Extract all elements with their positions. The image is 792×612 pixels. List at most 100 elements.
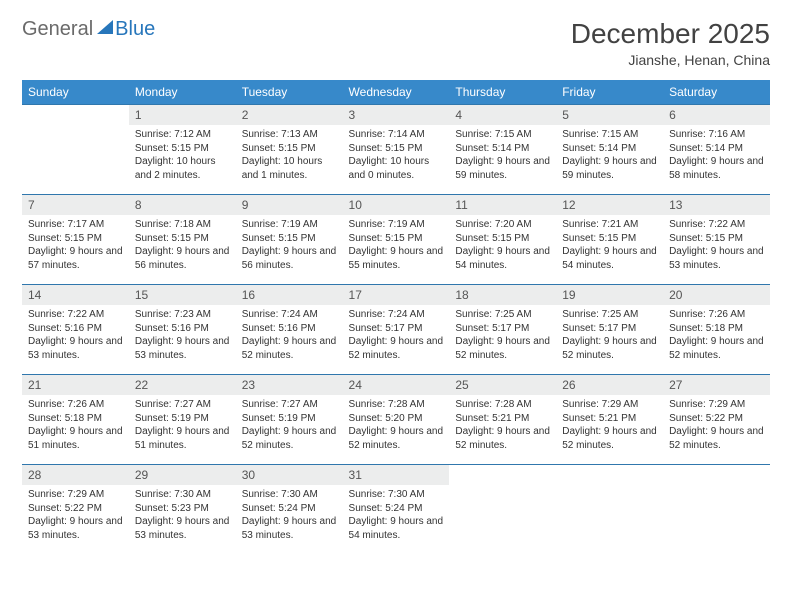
day-content: Sunrise: 7:30 AMSunset: 5:23 PMDaylight:… [129,485,236,548]
page-header: General Blue December 2025 Jianshe, Hena… [22,18,770,68]
sunrise-text: Sunrise: 7:13 AM [242,128,337,142]
sunset-text: Sunset: 5:15 PM [562,232,657,246]
sunset-text: Sunset: 5:17 PM [349,322,444,336]
sunset-text: Sunset: 5:17 PM [455,322,550,336]
daylight-text: Daylight: 9 hours and 54 minutes. [455,245,550,272]
location-text: Jianshe, Henan, China [571,52,770,68]
day-content: Sunrise: 7:15 AMSunset: 5:14 PMDaylight:… [556,125,663,188]
day-number [556,465,663,471]
day-number: 28 [22,465,129,485]
sunrise-text: Sunrise: 7:30 AM [349,488,444,502]
day-content: Sunrise: 7:15 AMSunset: 5:14 PMDaylight:… [449,125,556,188]
day-number: 31 [343,465,450,485]
sunset-text: Sunset: 5:15 PM [669,232,764,246]
weekday-header: Tuesday [236,80,343,105]
day-content: Sunrise: 7:30 AMSunset: 5:24 PMDaylight:… [343,485,450,548]
title-block: December 2025 Jianshe, Henan, China [571,18,770,68]
day-number: 14 [22,285,129,305]
daylight-text: Daylight: 9 hours and 51 minutes. [28,425,123,452]
calendar-day-cell: 24Sunrise: 7:28 AMSunset: 5:20 PMDayligh… [343,375,450,465]
sunset-text: Sunset: 5:14 PM [455,142,550,156]
calendar-day-cell: 1Sunrise: 7:12 AMSunset: 5:15 PMDaylight… [129,105,236,195]
calendar-day-cell: 13Sunrise: 7:22 AMSunset: 5:15 PMDayligh… [663,195,770,285]
daylight-text: Daylight: 9 hours and 54 minutes. [349,515,444,542]
day-content: Sunrise: 7:26 AMSunset: 5:18 PMDaylight:… [663,305,770,368]
sunset-text: Sunset: 5:21 PM [562,412,657,426]
daylight-text: Daylight: 10 hours and 0 minutes. [349,155,444,182]
sunset-text: Sunset: 5:14 PM [669,142,764,156]
daylight-text: Daylight: 9 hours and 53 minutes. [28,335,123,362]
sunrise-text: Sunrise: 7:17 AM [28,218,123,232]
day-number: 18 [449,285,556,305]
day-content: Sunrise: 7:23 AMSunset: 5:16 PMDaylight:… [129,305,236,368]
sunrise-text: Sunrise: 7:14 AM [349,128,444,142]
daylight-text: Daylight: 9 hours and 52 minutes. [669,425,764,452]
daylight-text: Daylight: 9 hours and 52 minutes. [455,425,550,452]
day-content: Sunrise: 7:30 AMSunset: 5:24 PMDaylight:… [236,485,343,548]
calendar-day-cell: 20Sunrise: 7:26 AMSunset: 5:18 PMDayligh… [663,285,770,375]
calendar-day-cell: 11Sunrise: 7:20 AMSunset: 5:15 PMDayligh… [449,195,556,285]
sunrise-text: Sunrise: 7:16 AM [669,128,764,142]
calendar-day-cell: 10Sunrise: 7:19 AMSunset: 5:15 PMDayligh… [343,195,450,285]
sunset-text: Sunset: 5:16 PM [28,322,123,336]
day-content: Sunrise: 7:29 AMSunset: 5:21 PMDaylight:… [556,395,663,458]
calendar-week-row: 21Sunrise: 7:26 AMSunset: 5:18 PMDayligh… [22,375,770,465]
daylight-text: Daylight: 9 hours and 52 minutes. [242,425,337,452]
day-number: 9 [236,195,343,215]
daylight-text: Daylight: 9 hours and 59 minutes. [455,155,550,182]
sunrise-text: Sunrise: 7:29 AM [28,488,123,502]
day-number: 30 [236,465,343,485]
day-content: Sunrise: 7:12 AMSunset: 5:15 PMDaylight:… [129,125,236,188]
day-content: Sunrise: 7:25 AMSunset: 5:17 PMDaylight:… [556,305,663,368]
sunset-text: Sunset: 5:15 PM [455,232,550,246]
daylight-text: Daylight: 9 hours and 53 minutes. [242,515,337,542]
day-number: 23 [236,375,343,395]
day-content: Sunrise: 7:27 AMSunset: 5:19 PMDaylight:… [129,395,236,458]
sunset-text: Sunset: 5:20 PM [349,412,444,426]
day-number [449,465,556,471]
daylight-text: Daylight: 9 hours and 53 minutes. [28,515,123,542]
calendar-day-cell [449,465,556,555]
day-content: Sunrise: 7:16 AMSunset: 5:14 PMDaylight:… [663,125,770,188]
daylight-text: Daylight: 9 hours and 52 minutes. [455,335,550,362]
day-number: 20 [663,285,770,305]
weekday-header: Thursday [449,80,556,105]
day-content: Sunrise: 7:28 AMSunset: 5:20 PMDaylight:… [343,395,450,458]
day-content: Sunrise: 7:17 AMSunset: 5:15 PMDaylight:… [22,215,129,278]
day-content: Sunrise: 7:19 AMSunset: 5:15 PMDaylight:… [236,215,343,278]
daylight-text: Daylight: 9 hours and 59 minutes. [562,155,657,182]
sunset-text: Sunset: 5:14 PM [562,142,657,156]
sunrise-text: Sunrise: 7:28 AM [455,398,550,412]
sunset-text: Sunset: 5:15 PM [135,142,230,156]
daylight-text: Daylight: 10 hours and 2 minutes. [135,155,230,182]
calendar-day-cell: 16Sunrise: 7:24 AMSunset: 5:16 PMDayligh… [236,285,343,375]
calendar-day-cell: 28 Sunrise: 7:29 AMSunset: 5:22 PMDayligh… [22,465,129,555]
day-number: 3 [343,105,450,125]
sunset-text: Sunset: 5:16 PM [135,322,230,336]
calendar-table: SundayMondayTuesdayWednesdayThursdayFrid… [22,80,770,555]
calendar-day-cell: 21Sunrise: 7:26 AMSunset: 5:18 PMDayligh… [22,375,129,465]
day-content: Sunrise: 7:26 AMSunset: 5:18 PMDaylight:… [22,395,129,458]
calendar-day-cell: 3Sunrise: 7:14 AMSunset: 5:15 PMDaylight… [343,105,450,195]
day-content: Sunrise: 7:28 AMSunset: 5:21 PMDaylight:… [449,395,556,458]
calendar-day-cell: 22Sunrise: 7:27 AMSunset: 5:19 PMDayligh… [129,375,236,465]
sunset-text: Sunset: 5:15 PM [135,232,230,246]
calendar-day-cell [22,105,129,195]
sunrise-text: Sunrise: 7:15 AM [455,128,550,142]
sunset-text: Sunset: 5:15 PM [242,232,337,246]
day-number: 10 [343,195,450,215]
calendar-day-cell: 14Sunrise: 7:22 AMSunset: 5:16 PMDayligh… [22,285,129,375]
daylight-text: Daylight: 9 hours and 53 minutes. [135,335,230,362]
calendar-week-row: 7Sunrise: 7:17 AMSunset: 5:15 PMDaylight… [22,195,770,285]
daylight-text: Daylight: 9 hours and 51 minutes. [135,425,230,452]
sunset-text: Sunset: 5:16 PM [242,322,337,336]
day-content: Sunrise: 7:24 AMSunset: 5:16 PMDaylight:… [236,305,343,368]
calendar-day-cell [663,465,770,555]
day-number: 17 [343,285,450,305]
calendar-day-cell: 23Sunrise: 7:27 AMSunset: 5:19 PMDayligh… [236,375,343,465]
sunset-text: Sunset: 5:15 PM [28,232,123,246]
daylight-text: Daylight: 9 hours and 53 minutes. [669,245,764,272]
sunrise-text: Sunrise: 7:19 AM [242,218,337,232]
sunset-text: Sunset: 5:22 PM [28,502,123,516]
sunrise-text: Sunrise: 7:12 AM [135,128,230,142]
